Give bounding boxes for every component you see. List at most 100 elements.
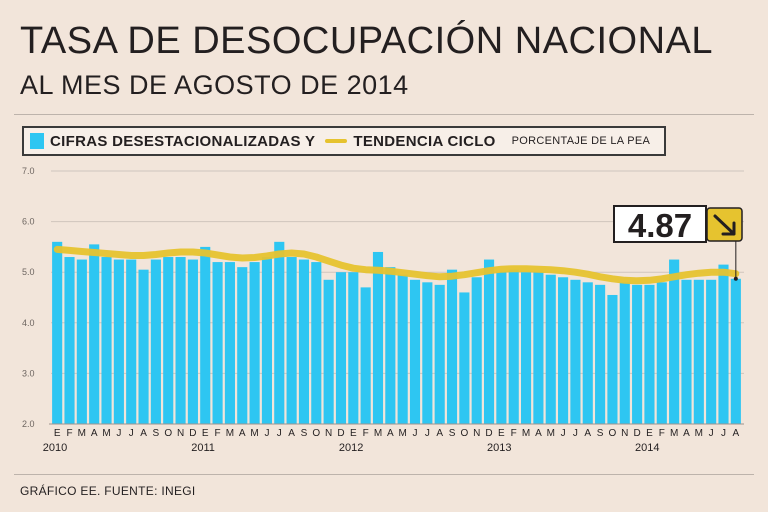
bar [138,269,149,424]
bar [150,259,161,424]
bar [249,262,260,424]
callout-marker [733,276,738,281]
bar [126,259,137,424]
x-tick-label: A [584,428,591,439]
bar [175,257,186,424]
year-label: 2013 [487,442,511,454]
bar [348,272,359,424]
chart-legend: CIFRAS DESESTACIONALIZADAS Y TENDENCIA C… [22,126,667,156]
x-tick-label: A [387,428,394,439]
bar [730,278,741,424]
x-tick-label: D [485,428,492,439]
bar [496,272,507,424]
x-tick-label: E [646,428,653,439]
x-tick-label: A [288,428,295,439]
year-label: 2010 [43,442,67,454]
x-tick-label: S [301,428,308,439]
bar [89,244,100,424]
bar [681,279,692,424]
x-tick-label: O [164,428,172,439]
x-tick-label: J [116,428,121,439]
bar [570,279,581,424]
bar [163,257,174,424]
bar [718,264,729,424]
bar [706,279,717,424]
bar [274,241,285,424]
x-tick-label: M [547,428,555,439]
y-tick-label: 5.0 [22,267,35,277]
bar [656,282,667,424]
year-label: 2014 [635,442,659,454]
x-tick-label: S [449,428,456,439]
page-subtitle: AL MES DE AGOSTO DE 2014 [20,70,409,100]
x-tick-label: N [473,428,480,439]
x-tick-label: M [374,428,382,439]
legend-line-label: TENDENCIA CICLO [353,132,496,150]
bar [224,262,235,424]
legend-bars-label: CIFRAS DESESTACIONALIZADAS Y [50,132,316,150]
x-tick-label: J [277,428,282,439]
x-tick-label: J [264,428,269,439]
x-tick-label: J [709,428,714,439]
arrow-down-right-icon [713,214,736,236]
bar [64,257,75,424]
bar [101,257,112,424]
x-tick-label: M [695,428,703,439]
x-tick-label: J [129,428,134,439]
x-tick-label: E [350,428,357,439]
x-tick-label: D [337,428,344,439]
x-tick-label: J [721,428,726,439]
x-tick-label: D [633,428,640,439]
bar [693,279,704,424]
bar [434,284,445,424]
x-tick-label: M [670,428,678,439]
bar [422,282,433,424]
trend-line [53,245,740,285]
bar [558,277,569,424]
x-tick-label: O [609,428,617,439]
y-tick-label: 4.0 [22,318,35,328]
bar [632,284,643,424]
x-tick-label: D [189,428,196,439]
bar [323,279,334,424]
bar [187,259,198,424]
x-tick-label: N [325,428,332,439]
bar [446,269,458,424]
x-tick-label: J [413,428,418,439]
x-tick-label: A [91,428,98,439]
x-tick-label: S [153,428,160,439]
x-tick-label: F [659,428,665,439]
bar [669,259,680,424]
x-tick-label: M [102,428,110,439]
bar [508,269,519,424]
bar [212,262,223,424]
x-tick-label: A [140,428,147,439]
x-tick-label: M [250,428,258,439]
x-tick-label: J [561,428,566,439]
x-tick-label: E [202,428,209,439]
bar [459,292,470,424]
source-credit: GRÁFICO EE. FUENTE: INEGI [20,484,196,498]
y-tick-label: 7.0 [22,166,35,176]
x-tick-label: J [573,428,578,439]
x-tick-label: F [215,428,221,439]
bar [113,259,124,424]
x-tick-label: A [239,428,246,439]
bar [521,272,532,424]
x-tick-label: E [54,428,61,439]
x-tick-label: F [511,428,517,439]
bar [52,241,63,424]
bar [471,277,482,424]
title-divider [14,114,754,115]
bar [619,282,630,424]
x-tick-label: S [597,428,604,439]
bar [76,259,87,424]
x-tick-label: M [522,428,530,439]
y-tick-label: 6.0 [22,217,35,227]
bar [286,257,297,424]
y-tick-label: 2.0 [22,419,35,429]
x-tick-label: E [498,428,505,439]
bar [483,259,495,424]
x-tick-label: J [425,428,430,439]
x-tick-label: M [226,428,234,439]
